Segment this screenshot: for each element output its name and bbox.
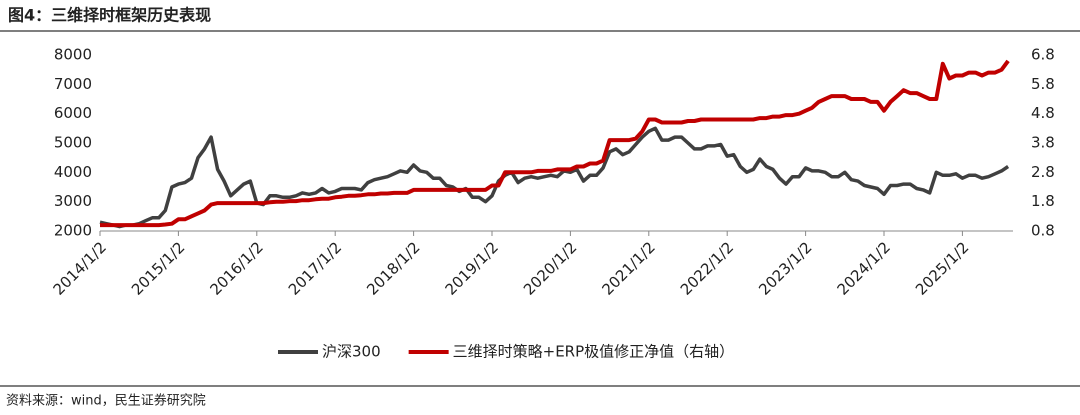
x-tick-label: 2017/1/2 (285, 238, 345, 298)
legend-label: 三维择时策略+ERP极值修正净值（右轴） (453, 343, 735, 361)
x-tick-label: 2015/1/2 (128, 238, 188, 298)
y-tick-label: 7000 (54, 75, 92, 93)
x-tick-label: 2018/1/2 (363, 238, 423, 298)
y-tick-label: 5000 (54, 134, 92, 152)
x-tick-label: 2023/1/2 (755, 238, 815, 298)
y2-tick-label: 0.8 (1031, 222, 1055, 240)
y-tick-label: 4000 (54, 163, 92, 181)
y-tick-label: 2000 (54, 222, 92, 240)
y-tick-label: 3000 (54, 192, 92, 210)
source: 资料来源：wind，民生证券研究院 (6, 393, 206, 409)
x-tick-label: 2019/1/2 (442, 238, 502, 298)
x-tick-label: 2016/1/2 (206, 238, 266, 298)
chart-title: 图4：三维择时框架历史表现 (8, 6, 211, 25)
x-tick-label: 2014/1/2 (50, 238, 110, 298)
y2-tick-label: 5.8 (1031, 75, 1055, 93)
y-tick-label: 8000 (54, 46, 92, 64)
x-tick-label: 2022/1/2 (677, 238, 737, 298)
x-tick-label: 2024/1/2 (834, 238, 894, 298)
legend-label: 沪深300 (322, 343, 381, 361)
y-tick-label: 6000 (54, 104, 92, 122)
x-tick-label: 2025/1/2 (912, 238, 972, 298)
y2-tick-label: 1.8 (1031, 192, 1055, 210)
y2-tick-label: 6.8 (1031, 46, 1055, 64)
x-tick-label: 2020/1/2 (520, 238, 580, 298)
y2-tick-label: 3.8 (1031, 134, 1055, 152)
series-line (99, 126, 1010, 229)
x-tick-label: 2021/1/2 (598, 238, 658, 298)
y2-tick-label: 4.8 (1031, 104, 1055, 122)
y2-tick-label: 2.8 (1031, 163, 1055, 181)
series-line (100, 59, 1010, 228)
